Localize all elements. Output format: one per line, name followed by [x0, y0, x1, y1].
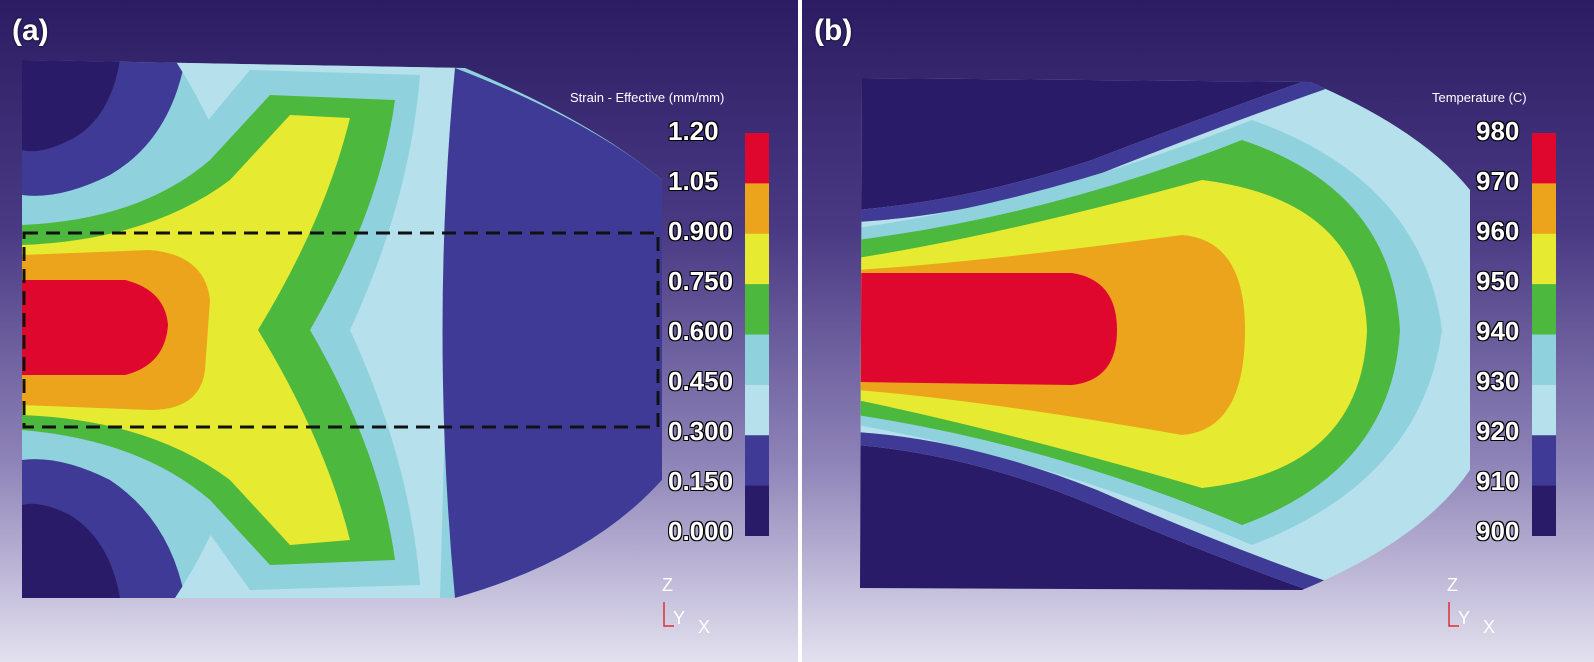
- axis-triad-icon: [1448, 602, 1459, 627]
- axis-y-label: Y: [1458, 608, 1471, 628]
- colorbar-swatch: [1532, 334, 1556, 386]
- tick-label: 970: [1476, 166, 1520, 196]
- colorbar-swatch: [745, 284, 769, 335]
- legend-title-temperature: Temperature (C): [1432, 90, 1527, 105]
- tick-label: 950: [1476, 266, 1520, 296]
- colorbar-swatch: [745, 485, 769, 536]
- axis-x-label: X: [1483, 617, 1496, 637]
- colorbar-swatch: [745, 233, 769, 285]
- colorbar-swatch: [1532, 435, 1556, 487]
- tick-label: 0.600: [668, 316, 734, 346]
- axis-x-label: X: [698, 617, 711, 637]
- colorbar-swatch: [745, 384, 769, 436]
- colorbar-swatch: [1532, 133, 1556, 184]
- colorbar-swatch: [745, 183, 769, 235]
- strain-panel: (a) Strain - Effective (mm/mm) 1.20 1.05…: [0, 0, 798, 662]
- tick-label: 910: [1476, 466, 1520, 496]
- axis-z-label: Z: [662, 575, 673, 595]
- temperature-contour-plot: [860, 78, 1470, 590]
- tick-label: 920: [1476, 416, 1520, 446]
- temperature-colorbar: [1532, 133, 1556, 536]
- axis-y-label: Y: [673, 608, 686, 628]
- colorbar-swatch: [1532, 284, 1556, 335]
- tick-label: 1.05: [668, 166, 719, 196]
- colorbar-swatch: [1532, 384, 1556, 436]
- tick-label: 1.20: [668, 116, 719, 146]
- colorbar-swatch: [1532, 233, 1556, 285]
- panel-label-b: (b): [814, 14, 853, 47]
- tick-label: 0.750: [668, 266, 734, 296]
- strain-contour-plot: [22, 60, 662, 598]
- legend-title-strain: Strain - Effective (mm/mm): [570, 90, 725, 105]
- tick-label: 0.450: [668, 366, 734, 396]
- tick-label: 980: [1476, 116, 1520, 146]
- colorbar-swatch: [745, 435, 769, 487]
- strain-colorbar: [745, 133, 769, 536]
- temperature-panel: (b) Temperature (C) 980 970 960 950 940 …: [802, 0, 1594, 662]
- tick-label: 900: [1476, 516, 1520, 546]
- colorbar-swatch: [745, 133, 769, 184]
- tick-label: 930: [1476, 366, 1520, 396]
- colorbar-swatch: [745, 334, 769, 386]
- axis-triad-icon: [663, 602, 674, 627]
- tick-label: 960: [1476, 216, 1520, 246]
- panel-label-a: (a): [12, 14, 49, 47]
- colorbar-swatch: [1532, 485, 1556, 536]
- tick-label: 0.150: [668, 466, 734, 496]
- highlight-box: [22, 231, 660, 429]
- tick-label: 940: [1476, 316, 1520, 346]
- axis-z-label: Z: [1447, 575, 1458, 595]
- tick-label: 0.300: [668, 416, 734, 446]
- tick-label: 0.000: [668, 516, 734, 546]
- tick-label: 0.900: [668, 216, 734, 246]
- colorbar-swatch: [1532, 183, 1556, 235]
